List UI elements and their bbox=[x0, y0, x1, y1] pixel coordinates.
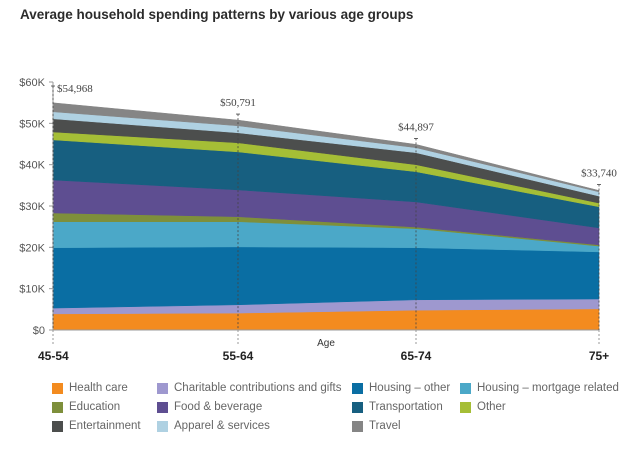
legend-swatch bbox=[460, 401, 471, 413]
legend-label: Health care bbox=[69, 382, 128, 394]
total-label: $33,740 bbox=[581, 168, 617, 180]
legend-item-apparel-services: Apparel & services bbox=[157, 420, 270, 432]
area-layers bbox=[52, 102, 600, 331]
x-tick-label: 55-64 bbox=[223, 349, 254, 363]
y-tick-label: $20K bbox=[19, 242, 45, 254]
legend-label: Other bbox=[477, 401, 506, 413]
legend-label: Charitable contributions and gifts bbox=[174, 382, 342, 394]
legend-label: Housing – other bbox=[369, 382, 451, 394]
total-label: $44,897 bbox=[398, 121, 434, 133]
legend-label: Travel bbox=[369, 420, 401, 432]
legend-item-education: Education bbox=[52, 401, 120, 413]
area-housing-other bbox=[52, 246, 600, 309]
legend-label: Apparel & services bbox=[174, 420, 270, 432]
legend-item-entertainment: Entertainment bbox=[52, 420, 141, 432]
y-tick-label: $10K bbox=[19, 284, 45, 296]
legend-label: Education bbox=[69, 401, 121, 413]
legend-swatch bbox=[460, 382, 471, 394]
x-tick-label: 45-54 bbox=[38, 349, 69, 363]
legend-item-other: Other bbox=[460, 401, 506, 413]
legend-swatch bbox=[52, 420, 63, 432]
total-label: $54,968 bbox=[57, 83, 93, 95]
legend-item-housing-other: Housing – other bbox=[352, 382, 450, 394]
legend-label: Housing – mortgage related bbox=[477, 382, 619, 394]
x-axis-label: Age bbox=[317, 338, 335, 349]
legend-item-housing-mortgage-related: Housing – mortgage related bbox=[460, 382, 619, 394]
chart-svg: $0 $10K $20K $30K $40K $50K $60K 45-54 55-64 65-7… bbox=[19, 77, 617, 363]
legend-label: Entertainment bbox=[69, 420, 141, 432]
legend-swatch bbox=[157, 382, 168, 394]
legend-swatch bbox=[352, 382, 363, 394]
legend-swatch bbox=[352, 401, 363, 413]
legend-item-health-care: Health care bbox=[52, 382, 128, 394]
y-tick-label: $40K bbox=[19, 160, 45, 172]
legend-item-food-beverage: Food & beverage bbox=[157, 401, 262, 413]
legend-swatch bbox=[52, 382, 63, 394]
y-tick-label: $50K bbox=[19, 118, 45, 130]
y-tick-label: $60K bbox=[19, 77, 45, 89]
y-tick-label: $0 bbox=[33, 325, 45, 337]
legend-item-transportation: Transportation bbox=[352, 401, 443, 413]
y-tick-label: $30K bbox=[19, 201, 45, 213]
legend-swatch bbox=[157, 420, 168, 432]
chart-title: Average household spending patterns by v… bbox=[20, 7, 414, 22]
legend-item-charitable-contributions-and-gifts: Charitable contributions and gifts bbox=[157, 382, 342, 394]
total-markers: $54,968 $50,791 $44,897 $33,740 bbox=[51, 83, 617, 330]
legend-label: Food & beverage bbox=[174, 401, 263, 413]
total-label: $50,791 bbox=[220, 97, 256, 109]
legend-swatch bbox=[157, 401, 168, 413]
area-travel bbox=[52, 102, 600, 193]
axes: $0 $10K $20K $30K $40K $50K $60K 45-54 55-64 65-7… bbox=[19, 77, 609, 363]
legend-item-travel: Travel bbox=[352, 420, 401, 432]
legend-label: Transportation bbox=[369, 401, 443, 413]
legend-swatch bbox=[352, 420, 363, 432]
legend-swatch bbox=[52, 401, 63, 413]
x-tick-label: 75+ bbox=[589, 349, 609, 363]
x-tick-label: 65-74 bbox=[401, 349, 432, 363]
